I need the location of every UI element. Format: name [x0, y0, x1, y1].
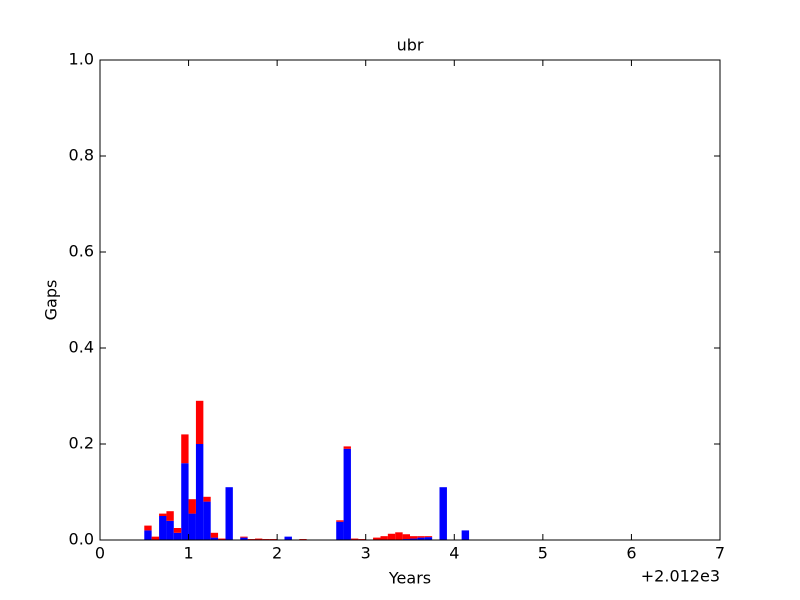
bar — [181, 463, 189, 540]
bar — [166, 511, 174, 521]
y-tick-label: 0.6 — [69, 242, 94, 261]
bar — [336, 521, 344, 540]
plot-frame — [99, 59, 721, 541]
bar — [343, 446, 351, 449]
bar — [240, 537, 248, 540]
bar — [350, 538, 359, 540]
bar — [380, 536, 388, 540]
x-axis-label: Years — [388, 569, 431, 588]
bar — [151, 536, 160, 540]
bar — [210, 532, 219, 538]
x-tick-label: 5 — [538, 544, 548, 563]
bar — [173, 532, 182, 540]
x-tick-label: 1 — [183, 544, 193, 563]
bar — [424, 536, 433, 538]
x-tick-label: 6 — [626, 544, 636, 563]
bar — [195, 444, 204, 540]
bar — [218, 538, 226, 540]
bar — [166, 520, 174, 540]
chart-title: ubr — [397, 36, 424, 55]
bar — [373, 537, 381, 540]
bar — [410, 538, 418, 540]
x-tick-label: 0 — [95, 544, 105, 563]
x-tick-label: 3 — [361, 544, 371, 563]
bar — [410, 536, 418, 539]
bar — [387, 533, 396, 540]
bar — [240, 536, 248, 538]
y-axis-label: Gaps — [42, 280, 61, 321]
y-tick-label: 1.0 — [69, 50, 94, 69]
bar — [181, 434, 189, 464]
bar — [343, 448, 351, 540]
x-tick-label: 4 — [449, 544, 459, 563]
bar — [395, 532, 403, 540]
x-tick-label: 2 — [272, 544, 282, 563]
bar — [144, 530, 152, 540]
bar — [195, 400, 204, 444]
bar — [225, 487, 233, 540]
bar — [424, 537, 433, 540]
bar — [188, 499, 196, 514]
y-tick-label: 0.0 — [69, 530, 94, 549]
bar — [203, 501, 211, 540]
bar — [159, 513, 167, 516]
x-offset-label: +2.012e3 — [641, 567, 720, 586]
bar — [144, 525, 152, 531]
y-tick-label: 0.4 — [69, 338, 94, 357]
y-tick-label: 0.2 — [69, 434, 94, 453]
bar — [284, 536, 292, 540]
y-tick-label: 0.8 — [69, 146, 94, 165]
bar — [188, 513, 196, 540]
bar — [159, 516, 167, 540]
x-tick-label: 7 — [715, 544, 725, 563]
bar — [210, 537, 219, 540]
bar — [417, 537, 425, 540]
bar — [417, 536, 425, 538]
bar — [255, 538, 263, 540]
bar — [336, 520, 344, 522]
bar — [173, 528, 182, 533]
bar — [203, 496, 211, 502]
bar — [402, 534, 410, 540]
bar — [439, 487, 447, 540]
bar — [461, 530, 470, 540]
